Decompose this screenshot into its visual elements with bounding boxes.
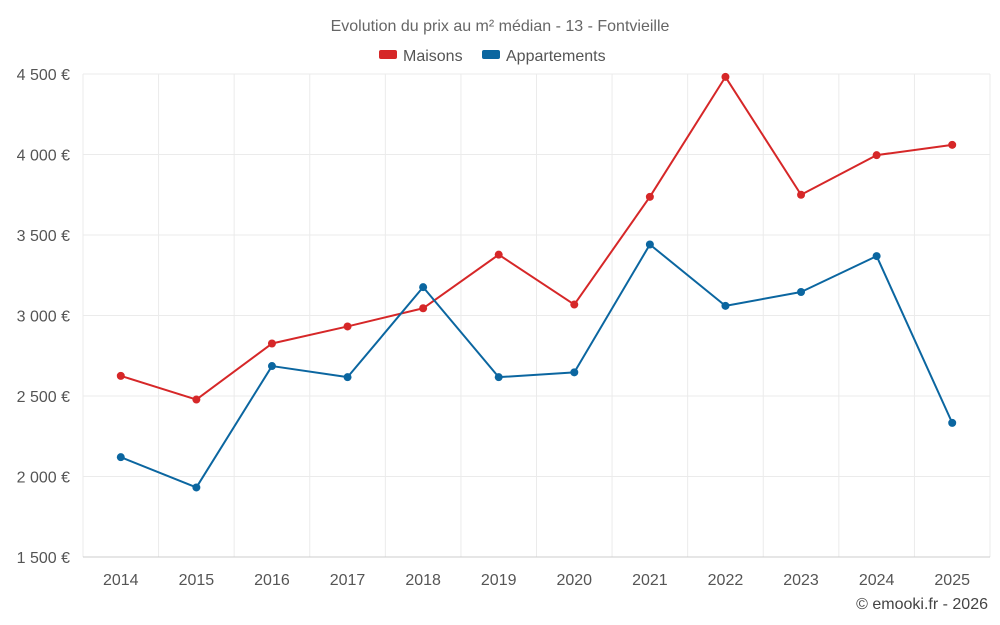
data-point-maisons[interactable] xyxy=(116,371,125,380)
x-tick-label: 2015 xyxy=(179,572,215,589)
x-tick-label: 2022 xyxy=(708,572,744,589)
y-tick-label: 4 000 € xyxy=(17,148,70,165)
y-tick-label: 4 500 € xyxy=(17,67,70,84)
data-point-maisons[interactable] xyxy=(192,395,201,404)
y-tick-label: 2 500 € xyxy=(17,389,70,406)
legend: Maisons Appartements xyxy=(379,48,606,65)
x-tick-label: 2014 xyxy=(103,572,139,589)
x-tick-label: 2025 xyxy=(934,572,970,589)
data-point-maisons[interactable] xyxy=(343,322,352,331)
x-tick-label: 2023 xyxy=(783,572,819,589)
data-point-maisons[interactable] xyxy=(419,304,428,313)
legend-item-appartements[interactable]: Appartements xyxy=(482,48,606,65)
data-point-maisons[interactable] xyxy=(494,250,503,259)
legend-swatch-maisons xyxy=(379,50,397,59)
x-axis: 2014 2015 2016 2017 2018 2019 2020 2021 2022 2023… xyxy=(103,572,970,589)
legend-label-maisons: Maisons xyxy=(403,48,463,65)
data-point-maisons[interactable] xyxy=(721,72,730,81)
data-point-appartements[interactable] xyxy=(645,240,654,249)
series xyxy=(116,72,957,492)
series-line-appartements xyxy=(120,243,954,489)
data-point-appartements[interactable] xyxy=(419,283,428,292)
data-point-maisons[interactable] xyxy=(267,339,276,348)
x-tick-label: 2019 xyxy=(481,572,517,589)
data-point-appartements[interactable] xyxy=(721,301,730,310)
data-point-appartements[interactable] xyxy=(570,368,579,377)
chart-title: Evolution du prix au m² médian - 13 - Fo… xyxy=(331,18,670,35)
grid xyxy=(82,73,991,558)
data-point-appartements[interactable] xyxy=(494,373,503,382)
y-tick-label: 3 000 € xyxy=(17,309,70,326)
x-tick-label: 2018 xyxy=(405,572,441,589)
data-point-maisons[interactable] xyxy=(797,190,806,199)
x-tick-label: 2021 xyxy=(632,572,668,589)
x-tick-label: 2016 xyxy=(254,572,290,589)
series-line-maisons xyxy=(120,75,953,401)
x-tick-label: 2024 xyxy=(859,572,895,589)
data-point-appartements[interactable] xyxy=(343,373,352,382)
credit-text: © emooki.fr - 2026 xyxy=(856,596,988,613)
data-point-appartements[interactable] xyxy=(872,252,881,261)
series-appartements xyxy=(116,240,957,492)
y-tick-label: 1 500 € xyxy=(17,550,70,567)
data-point-maisons[interactable] xyxy=(872,151,881,160)
legend-item-maisons[interactable]: Maisons xyxy=(379,48,463,65)
data-point-maisons[interactable] xyxy=(645,192,654,201)
data-point-appartements[interactable] xyxy=(797,287,806,296)
legend-label-appartements: Appartements xyxy=(506,48,606,65)
data-point-appartements[interactable] xyxy=(116,453,125,462)
legend-swatch-appartements xyxy=(482,50,500,59)
x-tick-label: 2020 xyxy=(556,572,592,589)
data-point-appartements[interactable] xyxy=(192,483,201,492)
data-point-maisons[interactable] xyxy=(570,300,579,309)
y-tick-label: 2 000 € xyxy=(17,470,70,487)
data-point-maisons[interactable] xyxy=(948,140,957,149)
data-point-appartements[interactable] xyxy=(948,418,957,427)
y-tick-label: 3 500 € xyxy=(17,228,70,245)
x-tick-label: 2017 xyxy=(330,572,366,589)
data-point-appartements[interactable] xyxy=(267,362,276,371)
y-axis: 1 500 € 2 000 € 2 500 € 3 000 € 3 500 € 4 000… xyxy=(17,67,70,567)
series-maisons xyxy=(116,72,957,404)
